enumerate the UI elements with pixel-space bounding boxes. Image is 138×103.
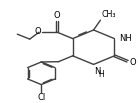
Text: H: H (98, 70, 104, 79)
Text: O: O (130, 58, 136, 67)
Text: CH₃: CH₃ (101, 10, 116, 19)
Text: O: O (54, 11, 61, 20)
Text: N: N (94, 67, 101, 76)
Text: NH: NH (119, 34, 132, 43)
Text: Cl: Cl (37, 93, 45, 102)
Text: O: O (35, 27, 41, 36)
